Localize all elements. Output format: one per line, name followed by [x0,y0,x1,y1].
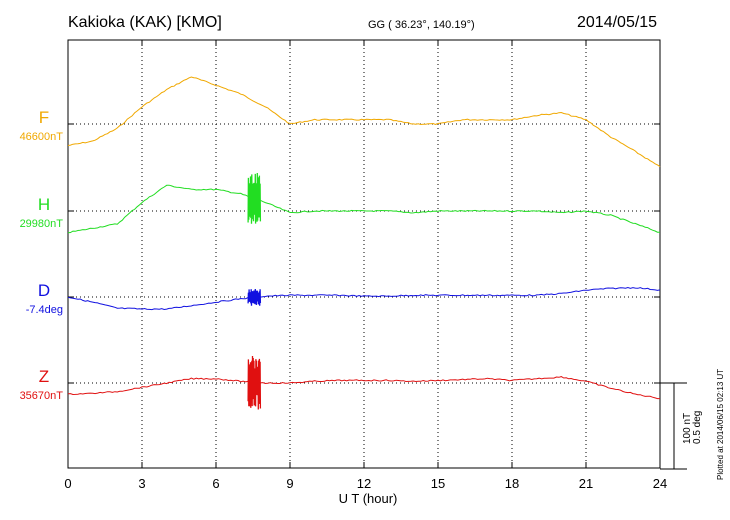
disturbance-z [247,355,262,410]
series-baseline-d: -7.4deg [26,304,63,316]
x-tick-label: 0 [64,476,71,491]
x-tick-label: 21 [579,476,593,491]
series-lines [67,76,661,410]
scale-bar: 100 nT 0.5 deg [660,382,703,470]
series-line-f [67,76,661,168]
series-baseline-h: 29980nT [20,218,64,230]
series-line-h [67,184,661,234]
vertical-gridlines [141,40,587,468]
series-line-z [67,376,660,400]
x-tick-label: 24 [653,476,667,491]
x-tick-label: 3 [138,476,145,491]
series-baseline-f: 46600nT [20,131,64,143]
station-coords: GG ( 36.23°, 140.19°) [368,19,475,31]
series-name-h: H [38,195,50,214]
x-axis-label: U T (hour) [339,491,398,506]
x-tick-label: 12 [357,476,371,491]
x-tick-label: 6 [212,476,219,491]
series-name-z: Z [39,367,49,386]
station-title: Kakioka (KAK) [KMO] [68,14,222,31]
scale-nt-label: 100 nT [682,413,693,444]
x-tick-label: 9 [286,476,293,491]
x-tick-label: 15 [431,476,445,491]
scale-deg-label: 0.5 deg [692,411,703,444]
chart-date: 2014/05/15 [577,14,657,31]
series-name-f: F [39,108,49,127]
disturbance-h [247,172,262,224]
series-line-d [67,286,661,311]
series-name-d: D [38,281,50,300]
series-labels: F 46600nT H 29980nT D -7.4deg Z 35670nT [20,108,64,402]
disturbance-d [247,288,262,306]
series-baseline-z: 35670nT [20,390,64,402]
x-ticks: 0 3 6 9 12 15 18 21 24 [64,40,667,491]
plotted-timestamp: Plotted at 2014/06/15 02:13 UT [716,369,725,480]
x-tick-label: 18 [505,476,519,491]
